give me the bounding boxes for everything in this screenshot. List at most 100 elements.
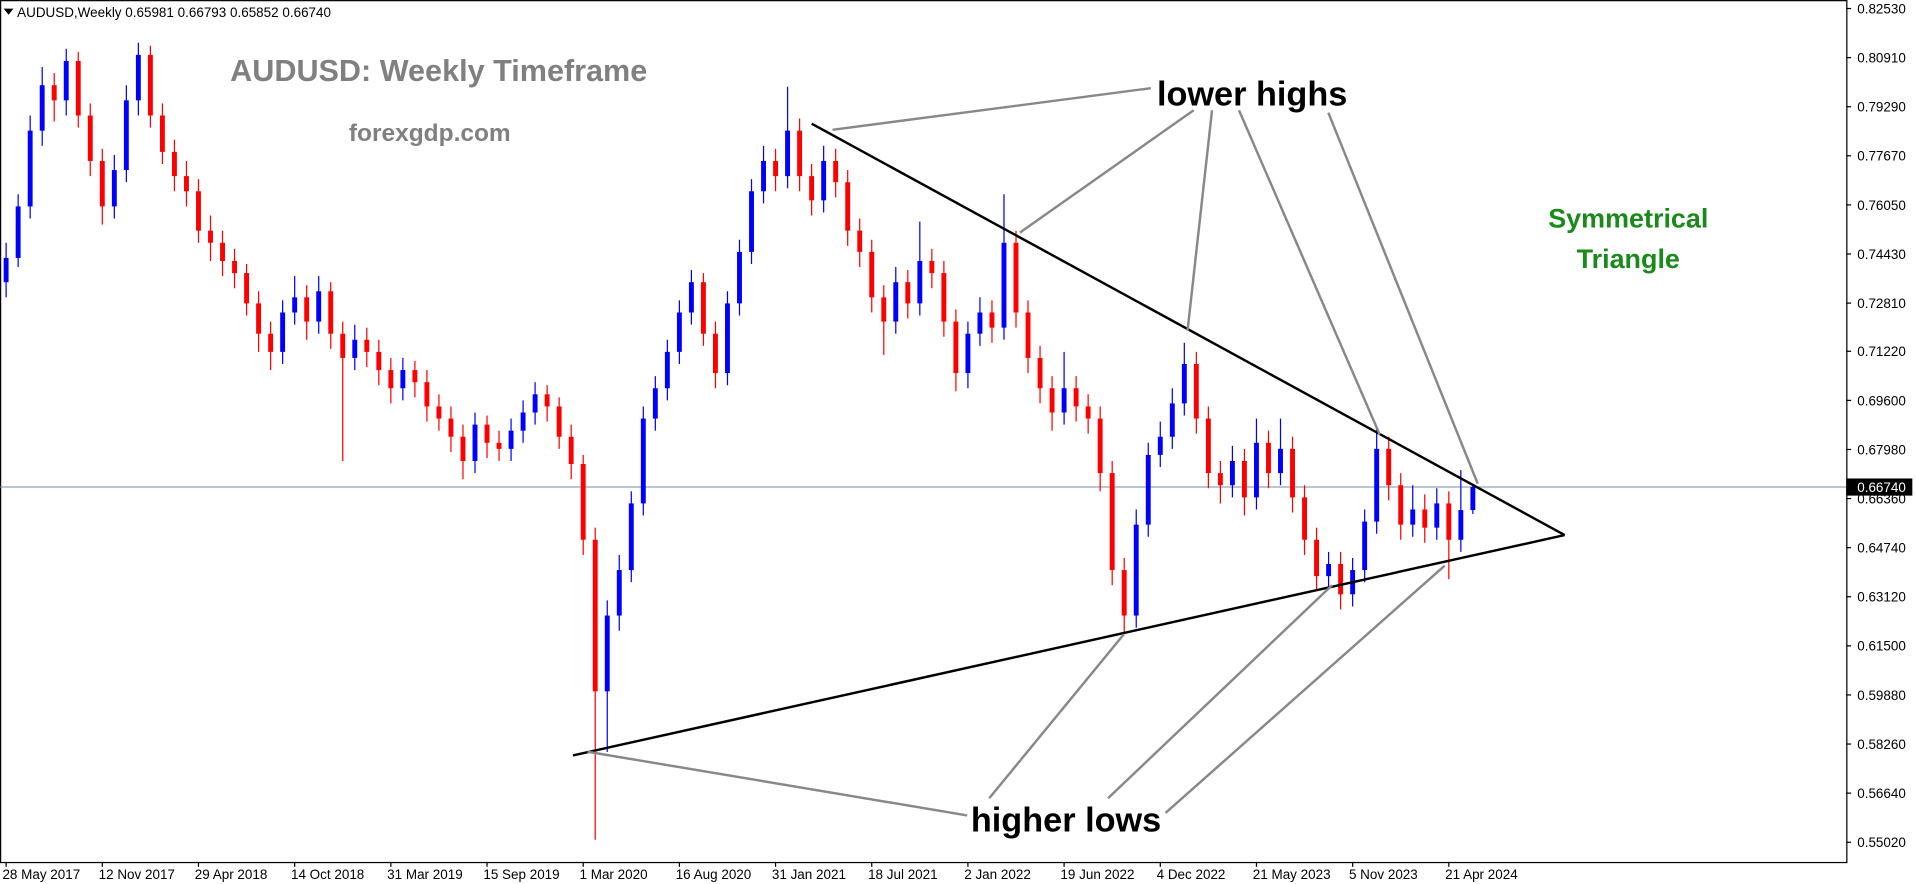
candle-body <box>1157 436 1163 455</box>
y-tick-label: 0.80910 <box>1857 51 1906 66</box>
candle-body <box>364 339 370 352</box>
candle-body <box>676 312 682 352</box>
x-tick-label: 31 Mar 2019 <box>387 867 463 882</box>
candle-body <box>652 388 658 419</box>
x-tick-label: 21 May 2023 <box>1253 867 1331 882</box>
candle-body <box>725 303 730 374</box>
candle-body <box>1290 448 1295 498</box>
candle-body <box>761 160 766 192</box>
pointer <box>587 750 968 817</box>
candle-body <box>1025 312 1031 358</box>
annotation: higher lows <box>971 801 1161 839</box>
candle-body <box>99 160 105 207</box>
candle-body <box>1109 473 1115 571</box>
candle-body <box>388 370 394 389</box>
annotation: Symmetrical <box>1548 204 1708 234</box>
candle-body <box>1314 539 1320 577</box>
candle-body <box>1037 357 1043 389</box>
annotation: lower highs <box>1157 75 1347 113</box>
candle-body <box>27 130 33 207</box>
y-tick-label: 0.59880 <box>1857 688 1906 703</box>
candle-body <box>1410 509 1416 525</box>
candle-body <box>953 321 959 374</box>
candle-body <box>196 191 201 231</box>
candle-body <box>712 333 718 374</box>
candle-body <box>87 115 93 161</box>
pointer <box>1107 584 1333 800</box>
x-tick-label: 31 Jan 2021 <box>772 867 846 882</box>
candle-body <box>1229 460 1235 486</box>
y-tick-label: 0.77670 <box>1857 149 1906 164</box>
candle-body <box>737 251 742 304</box>
y-tick-label: 0.76050 <box>1857 198 1906 213</box>
header: AUDUSD,Weekly 0.65981 0.66793 0.65852 0.… <box>17 5 331 20</box>
candle-body <box>39 85 45 131</box>
pointer <box>988 633 1125 800</box>
pointer <box>1164 564 1446 814</box>
candle-body <box>1254 442 1259 498</box>
candle-body <box>496 442 502 449</box>
y-tick-label: 0.63120 <box>1857 590 1906 605</box>
x-tick-label: 16 Aug 2020 <box>676 867 752 882</box>
candle-body <box>1181 364 1187 404</box>
candle-body <box>304 297 310 322</box>
candle-body <box>1362 521 1368 571</box>
x-tick-label: 15 Sep 2019 <box>483 867 559 882</box>
candle-body <box>749 191 754 252</box>
candle-body <box>159 115 165 152</box>
candle-body <box>424 382 430 407</box>
candle-body <box>111 170 117 207</box>
candle-body <box>244 273 250 304</box>
chart-title: AUDUSD: Weekly Timeframe <box>230 54 647 88</box>
candle-body <box>580 464 586 540</box>
candle-body <box>1097 418 1103 474</box>
pointer <box>1327 112 1479 485</box>
x-tick-label: 29 Apr 2018 <box>195 867 268 882</box>
candle-body <box>1049 388 1055 413</box>
candle-body <box>616 570 622 616</box>
candle-body <box>1278 448 1283 474</box>
candle-body <box>1145 454 1151 525</box>
y-tick-label: 0.61500 <box>1857 639 1906 654</box>
x-tick-label: 21 Apr 2024 <box>1445 867 1518 882</box>
candle-body <box>292 297 298 313</box>
candle-body <box>797 130 803 177</box>
candle-body <box>1061 388 1067 413</box>
candle-body <box>352 339 358 358</box>
candle-body <box>472 424 478 461</box>
chart-subtitle: forexgdp.com <box>349 120 511 147</box>
candle-body <box>171 151 177 177</box>
lower-trendline <box>572 533 1565 757</box>
candle-body <box>1073 388 1079 407</box>
candle-body <box>412 370 418 383</box>
y-tick-label: 0.69600 <box>1857 393 1906 408</box>
candle-body <box>520 412 526 431</box>
candle-body <box>220 242 225 261</box>
candle-body <box>1434 503 1440 528</box>
candle-body <box>881 297 887 322</box>
annotation-lines <box>572 86 1566 817</box>
x-tick-label: 1 Mar 2020 <box>580 867 648 882</box>
candle-body <box>448 418 454 437</box>
y-tick-label: 0.82530 <box>1857 1 1906 16</box>
x-tick-label: 18 Jul 2021 <box>868 867 938 882</box>
price-tag <box>1846 478 1913 496</box>
candle-body <box>123 100 129 171</box>
x-tick-label: 12 Nov 2017 <box>99 867 175 882</box>
candle-body <box>1241 460 1247 498</box>
y-tick-label: 0.64740 <box>1857 541 1906 556</box>
candle-body <box>941 273 947 322</box>
candle-body <box>893 282 899 322</box>
candle-body <box>436 406 442 419</box>
menu-arrow <box>3 8 14 15</box>
x-tick-label: 4 Dec 2022 <box>1157 867 1226 882</box>
candle-body <box>340 333 346 358</box>
y-tick-label: 0.79290 <box>1857 100 1906 115</box>
candle-body <box>917 260 923 304</box>
candle-body <box>1458 510 1464 540</box>
candle-body <box>664 351 670 389</box>
candle-body <box>208 230 213 243</box>
y-tick-label: 0.56640 <box>1857 786 1906 801</box>
